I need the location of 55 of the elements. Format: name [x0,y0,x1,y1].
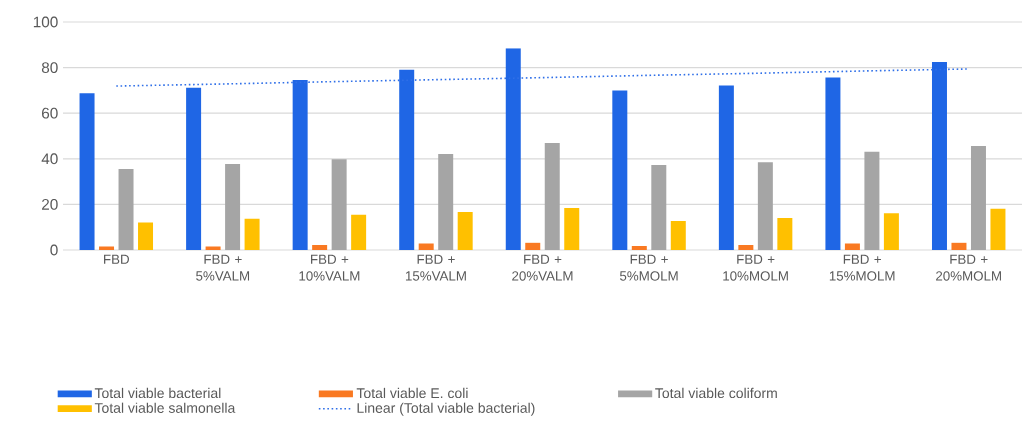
bar [951,242,967,250]
bar [292,79,308,250]
bar [777,218,793,250]
legend-label: Total viable bacterial [94,387,221,399]
bar [970,146,986,250]
bar [864,151,880,250]
legend-label: Total viable E. coli [356,387,468,399]
bar [418,243,434,250]
bar [244,218,260,250]
bar [79,93,95,250]
x-tick-label: FBD + 5%MOLM [619,254,678,281]
y-tick-label: 20 [42,198,58,210]
bar [883,213,899,250]
y-tick-label: 0 [50,244,58,256]
bar [670,221,686,250]
x-tick-label: FBD + 5%VALM [196,254,250,281]
x-tick-label: FBD [104,254,129,264]
bar [990,208,1006,250]
y-tick-label: 100 [33,16,58,28]
bar [225,164,241,250]
bar [564,208,580,250]
bar [738,244,754,250]
bar [138,222,154,250]
legend-label: Total viable coliform [655,387,777,399]
bar [351,214,367,250]
bar [757,162,773,250]
y-tick-label: 60 [42,107,58,119]
x-tick-label: FBD + 20%MOLM [936,254,1001,281]
line-series [115,68,970,87]
x-tick-label: FBD + 15%VALM [405,254,466,281]
bar [525,242,541,250]
bar [457,211,473,250]
bar [505,48,521,250]
bar [331,159,347,250]
bar [651,164,667,250]
bar [844,243,860,250]
bar [399,69,415,250]
legend-label: Linear (Total viable bacterial) [357,402,535,416]
bar [718,85,734,250]
bar [931,61,947,250]
bar [312,244,328,250]
y-tick-label: 40 [41,153,58,165]
bar [186,87,202,250]
bar [612,90,628,250]
x-tick-label: FBD + 10%MOLM [723,254,788,281]
x-tick-label: FBD + 15%MOLM [829,254,895,281]
legend-label: Total viable salmonella [94,402,236,413]
bar [825,77,841,250]
bar [631,245,647,250]
bar [438,154,454,250]
x-tick-label: FBD + 10%VALM [299,254,360,281]
x-tick-label: FBD + 20%VALM [512,254,573,281]
bar [544,143,560,250]
bar [118,169,134,250]
y-tick-label: 80 [41,62,58,74]
